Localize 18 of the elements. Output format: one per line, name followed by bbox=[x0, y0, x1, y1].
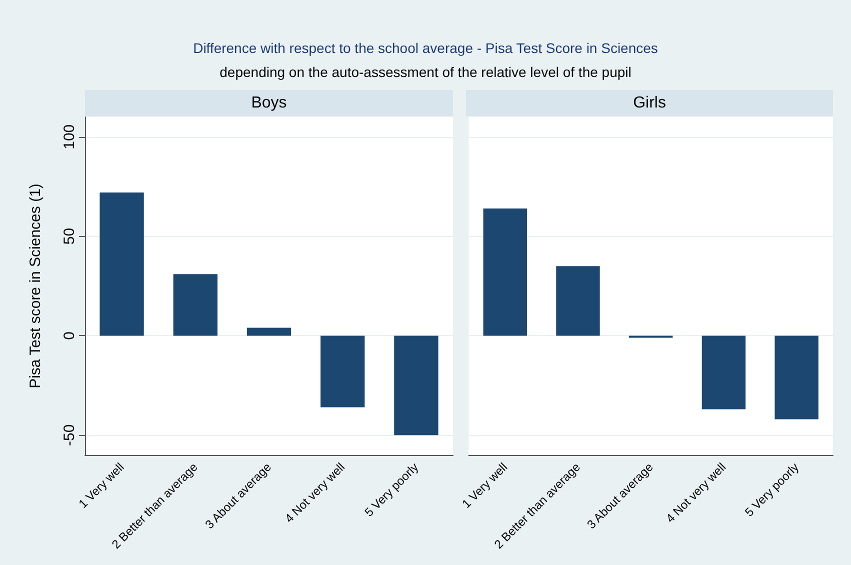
y-tick-label: 50 bbox=[61, 228, 78, 245]
chart-subtitle: depending on the auto-assessment of the relative level of the pupil bbox=[220, 64, 632, 80]
x-tick-label: 1 Very well bbox=[76, 460, 127, 511]
y-tick-label: 0 bbox=[61, 332, 78, 340]
bar bbox=[246, 328, 292, 336]
bar bbox=[394, 336, 438, 436]
bar bbox=[173, 274, 218, 336]
bar bbox=[100, 192, 144, 336]
text: Girls bbox=[633, 94, 666, 112]
bar bbox=[320, 336, 365, 408]
y-axis-title: Pisa Test score in Sciences (1) bbox=[27, 184, 44, 388]
x-tick-label: 1 Very well bbox=[459, 460, 510, 511]
chart-title: Difference with respect to the school average - Pisa Test Score in Sciences bbox=[193, 40, 658, 56]
text: Boys bbox=[251, 94, 287, 112]
x-tick-label: 4 Not very well bbox=[282, 460, 348, 526]
y-tick-label: -50 bbox=[61, 424, 78, 446]
x-tick-label: 4 Not very well bbox=[663, 460, 729, 526]
y-tick-label: 100 bbox=[61, 124, 78, 150]
